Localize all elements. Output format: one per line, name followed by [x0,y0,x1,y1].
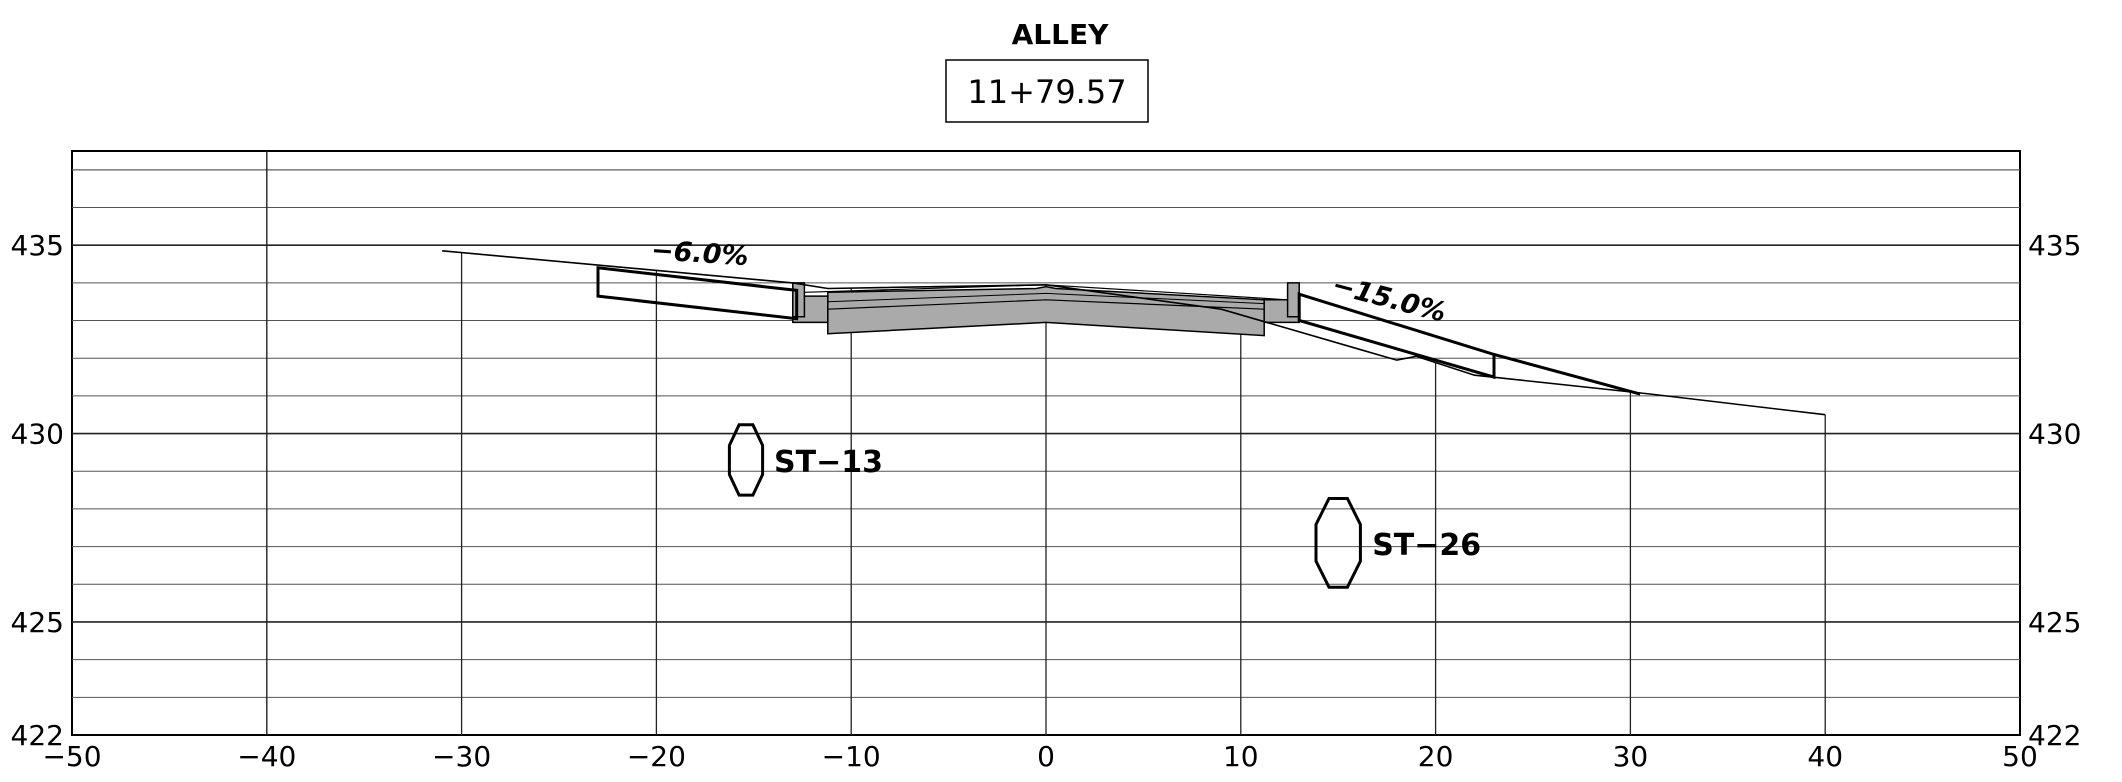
boring-symbol [1314,497,1362,589]
station-label: 11+79.57 [967,73,1126,111]
x-tick-label: −30 [432,740,491,773]
slope-label: −6.0% [650,235,749,272]
left-grading-limits [596,266,799,321]
pavement-layer-line [827,292,1265,305]
elevation-axis-labels: 435 430 425 422 435 430 425 422 [11,229,2082,752]
x-tick-label: 50 [2002,740,2038,773]
existing-ground-line [442,250,1826,416]
y-tick-label-right: 422 [2028,719,2081,752]
y-tick-label-right: 425 [2028,606,2081,639]
left-curb-face [792,282,806,318]
y-tick-label-left: 422 [11,719,64,752]
x-tick-label: 10 [1223,740,1259,773]
x-tick-label: 20 [1418,740,1454,773]
x-tick-label: 0 [1037,740,1055,773]
y-tick-label-right: 430 [2028,418,2081,451]
boring-symbol [727,423,765,497]
boring-label: ST−26 [1372,528,1481,563]
y-tick-label-right: 435 [2028,229,2081,262]
right-slope-tie [1493,353,1641,396]
x-tick-label: 30 [1613,740,1649,773]
right-curb-face [1286,282,1300,318]
y-tick-label-left: 435 [11,229,64,262]
slope-label: −15.0% [1329,270,1449,329]
offset-axis-labels: −50 −40 −30 −20 −10 0 10 20 30 40 50 [42,740,2037,773]
boring-label: ST−13 [774,445,883,480]
station-box [945,59,1149,123]
y-tick-label-left: 430 [11,418,64,451]
elevation-grid [71,150,2021,736]
x-tick-label: −40 [237,740,296,773]
y-tick-label-left: 425 [11,606,64,639]
x-tick-label: −20 [627,740,686,773]
pavement-layer-line [827,299,1265,310]
x-tick-label: 40 [1807,740,1843,773]
section-title: ALLEY [1012,18,1109,51]
x-tick-label: −50 [42,740,101,773]
roadway-profile [442,250,1826,416]
crown-line [804,284,1288,301]
x-tick-label: −10 [822,740,881,773]
